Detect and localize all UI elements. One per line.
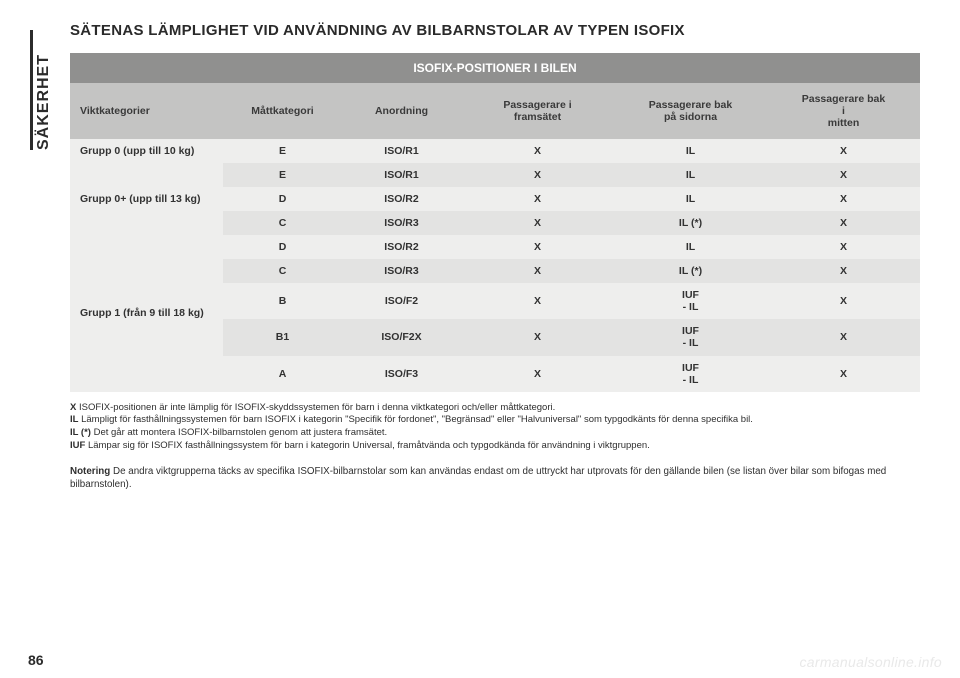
table-cell: X	[461, 139, 614, 163]
table-cell: X	[461, 319, 614, 355]
table-cell: ISO/R2	[342, 235, 461, 259]
table-row: Grupp 1 (från 9 till 18 kg)DISO/R2XILX	[70, 235, 920, 259]
table-header-cell: Anordning	[342, 83, 461, 139]
table-cell: X	[461, 259, 614, 283]
table-cell: IL (*)	[614, 259, 767, 283]
note-lead: Notering	[70, 466, 110, 477]
table-cell: X	[461, 187, 614, 211]
isofix-table: ISOFIX-POSITIONER I BILEN Viktkategorier…	[70, 53, 920, 392]
table-cell: B	[223, 283, 342, 319]
table-cell: ISO/R1	[342, 139, 461, 163]
table-cell: X	[461, 163, 614, 187]
table-header-cell: Passagerare iframsätet	[461, 83, 614, 139]
table-cell: IL	[614, 187, 767, 211]
table-cell: X	[767, 211, 920, 235]
watermark: carmanualsonline.info	[800, 654, 943, 670]
table-cell: IL	[614, 139, 767, 163]
table-header-cell: Viktkategorier	[70, 83, 223, 139]
table-cell: C	[223, 211, 342, 235]
table-cell: IL (*)	[614, 211, 767, 235]
table-header-row: ViktkategorierMåttkategoriAnordningPassa…	[70, 83, 920, 139]
legend: X ISOFIX-positionen är inte lämplig för …	[70, 402, 920, 453]
weight-category-cell: Grupp 0+ (upp till 13 kg)	[70, 163, 223, 235]
section-side-tab: SÄKERHET	[30, 30, 53, 150]
legend-item: X ISOFIX-positionen är inte lämplig för …	[70, 402, 920, 415]
table-cell: E	[223, 163, 342, 187]
weight-category-cell: Grupp 0 (upp till 10 kg)	[70, 139, 223, 163]
table-cell: ISO/F2X	[342, 319, 461, 355]
table-cell: A	[223, 356, 342, 392]
table-cell: X	[767, 139, 920, 163]
legend-item: IUF Lämpar sig för ISOFIX fasthållningss…	[70, 440, 920, 453]
table-header-cell: Passagerare bakpå sidorna	[614, 83, 767, 139]
legend-item: IL Lämpligt för fasthållningssystemen fö…	[70, 414, 920, 427]
legend-text: Lämpligt för fasthållningssystemen för b…	[78, 414, 752, 425]
table-body: Grupp 0 (upp till 10 kg)EISO/R1XILXGrupp…	[70, 139, 920, 391]
table-cell: X	[461, 235, 614, 259]
table-cell: X	[767, 259, 920, 283]
table-row: Grupp 0 (upp till 10 kg)EISO/R1XILX	[70, 139, 920, 163]
table-cell: IUF- IL	[614, 283, 767, 319]
table-cell: X	[767, 187, 920, 211]
page-number: 86	[28, 652, 44, 668]
table-cell: E	[223, 139, 342, 163]
table-cell: ISO/R1	[342, 163, 461, 187]
table-cell: IUF- IL	[614, 356, 767, 392]
table-row: Grupp 0+ (upp till 13 kg)EISO/R1XILX	[70, 163, 920, 187]
table-cell: IL	[614, 235, 767, 259]
table-cell: IUF- IL	[614, 319, 767, 355]
table-cell: D	[223, 235, 342, 259]
table-cell: X	[767, 235, 920, 259]
table-cell: X	[767, 356, 920, 392]
table-cell: ISO/R3	[342, 259, 461, 283]
table-cell: D	[223, 187, 342, 211]
table-cell: ISO/F2	[342, 283, 461, 319]
table-cell: IL	[614, 163, 767, 187]
table-cell: X	[767, 283, 920, 319]
table-cell: ISO/F3	[342, 356, 461, 392]
legend-lead: IUF	[70, 440, 85, 451]
table-cell: X	[461, 211, 614, 235]
table-cell: B1	[223, 319, 342, 355]
legend-text: ISOFIX-positionen är inte lämplig för IS…	[76, 402, 555, 413]
table-cell: ISO/R2	[342, 187, 461, 211]
table-banner-cell: ISOFIX-POSITIONER I BILEN	[70, 53, 920, 83]
table-cell: ISO/R3	[342, 211, 461, 235]
note: Notering De andra viktgrupperna täcks av…	[70, 465, 920, 491]
footer: 86 carmanualsonline.info	[0, 640, 960, 678]
table-cell: X	[767, 163, 920, 187]
legend-lead: IL (*)	[70, 427, 91, 438]
legend-text: Lämpar sig för ISOFIX fasthållningssyste…	[85, 440, 650, 451]
table-banner-row: ISOFIX-POSITIONER I BILEN	[70, 53, 920, 83]
weight-category-cell: Grupp 1 (från 9 till 18 kg)	[70, 235, 223, 391]
table-cell: X	[461, 356, 614, 392]
page-title: SÄTENAS LÄMPLIGHET VID ANVÄNDNING AV BIL…	[70, 22, 920, 39]
table-cell: X	[767, 319, 920, 355]
page: SÄKERHET SÄTENAS LÄMPLIGHET VID ANVÄNDNI…	[0, 0, 960, 678]
legend-item: IL (*) Det går att montera ISOFIX-bilbar…	[70, 427, 920, 440]
table-header-cell: Måttkategori	[223, 83, 342, 139]
note-text: De andra viktgrupperna täcks av specifik…	[70, 466, 886, 490]
table-cell: X	[461, 283, 614, 319]
table-header-cell: Passagerare bakimitten	[767, 83, 920, 139]
legend-text: Det går att montera ISOFIX-bilbarnstolen…	[91, 427, 387, 438]
table-cell: C	[223, 259, 342, 283]
